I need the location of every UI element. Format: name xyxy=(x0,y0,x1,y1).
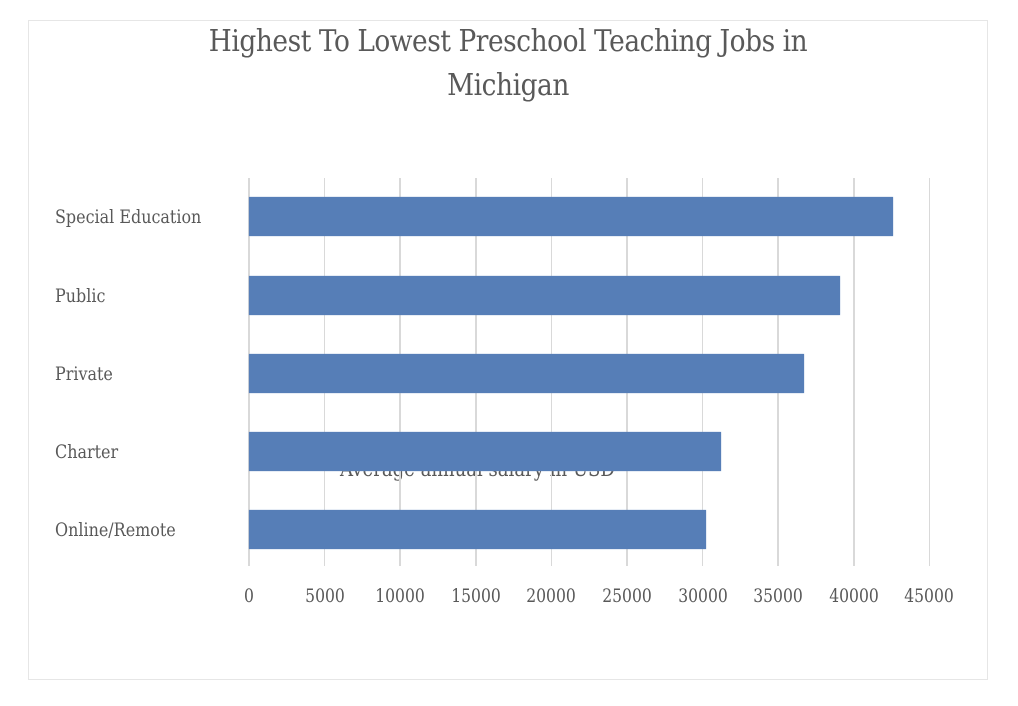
chart-title-line-2: Michigan xyxy=(447,68,569,103)
plot-area xyxy=(248,178,949,566)
category-label: Charter xyxy=(55,441,119,463)
chart-title-line-1: Highest To Lowest Preschool Teaching Job… xyxy=(208,24,808,59)
category-label: Private xyxy=(55,363,113,385)
x-tick-label: 40000 xyxy=(829,585,879,607)
bar-online-remote xyxy=(249,510,706,549)
x-tick-label: 25000 xyxy=(602,585,652,607)
x-tick-label: 35000 xyxy=(753,585,803,607)
bars xyxy=(249,178,949,566)
x-tick-label: 30000 xyxy=(677,585,728,607)
gridline xyxy=(853,178,855,566)
x-tick-label: 20000 xyxy=(526,585,577,607)
x-tick-label: 5000 xyxy=(304,585,345,607)
gridline xyxy=(928,178,931,566)
bar-public xyxy=(249,276,841,315)
category-label: Public xyxy=(55,285,106,307)
bar-special-education xyxy=(249,197,894,236)
bar-private xyxy=(249,354,804,393)
x-tick-label: 10000 xyxy=(375,585,425,607)
chart-container xyxy=(28,20,988,680)
x-tick-label: 15000 xyxy=(451,585,501,607)
chart-title: Highest To Lowest Preschool Teaching Job… xyxy=(86,20,931,108)
x-tick-label: 0 xyxy=(244,585,254,607)
category-label: Online/Remote xyxy=(55,519,176,541)
x-tick-label: 45000 xyxy=(904,585,955,607)
category-label: Special Education xyxy=(55,206,202,228)
bar-charter xyxy=(249,432,721,471)
